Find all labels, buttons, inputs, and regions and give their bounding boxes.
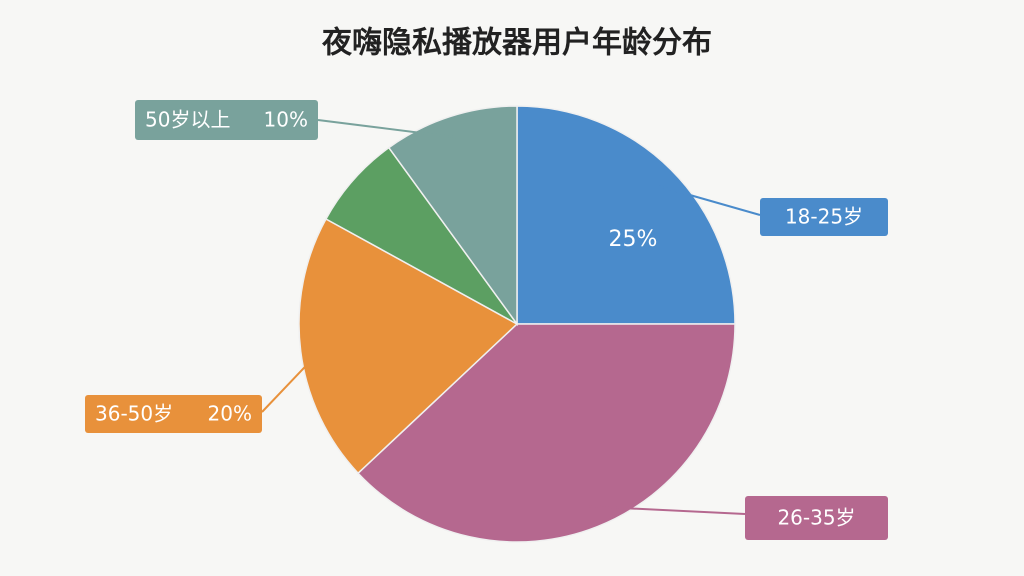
callout-line xyxy=(317,119,457,139)
category-label: 18-25岁 xyxy=(785,205,863,229)
category-label: 26-35岁 xyxy=(777,506,855,530)
pie-slice xyxy=(298,217,519,475)
value-label: 20% xyxy=(208,402,252,426)
category-label: 50岁以上 xyxy=(145,108,230,132)
callout-line xyxy=(589,505,746,515)
callout-box xyxy=(85,395,262,433)
callout-box xyxy=(745,496,888,540)
pie-slice xyxy=(387,105,518,327)
category-label: 36-50岁 xyxy=(95,402,173,426)
callout-line xyxy=(655,184,761,216)
chart-title: 夜嗨隐私播放器用户年龄分布 xyxy=(321,26,712,61)
callout-box xyxy=(135,100,318,140)
callout-box xyxy=(760,198,888,236)
value-label: 25% xyxy=(609,227,658,252)
pie-slice xyxy=(516,105,736,325)
pie-slice xyxy=(357,323,736,543)
callout-line xyxy=(261,347,324,413)
value-label: 10% xyxy=(264,108,308,132)
